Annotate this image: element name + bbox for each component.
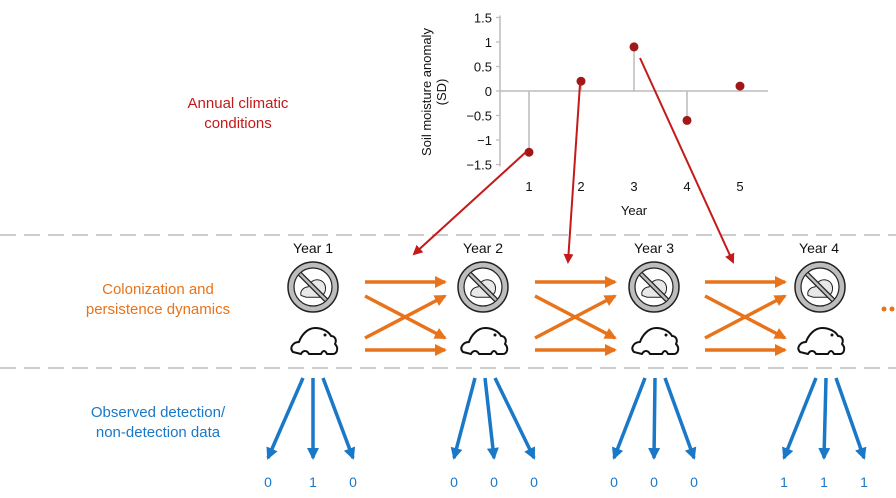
continuation-dots xyxy=(882,307,896,312)
data-point xyxy=(736,82,745,91)
survey-arrow xyxy=(495,378,534,458)
transition-group-2 xyxy=(535,282,615,350)
transition-group-1 xyxy=(365,282,445,350)
detection-value: 1 xyxy=(774,474,794,490)
observed-label: Observed detection/ non-detection data xyxy=(48,403,268,442)
detection-value: 1 xyxy=(814,474,834,490)
year-label-2: Year 2 xyxy=(443,240,523,256)
observation-group-3 xyxy=(614,378,694,458)
year-3-states xyxy=(629,262,679,354)
frog-crossed-out-icon xyxy=(458,262,508,312)
year-2-states xyxy=(458,262,508,354)
year-label-3: Year 3 xyxy=(614,240,694,256)
detection-value: 1 xyxy=(854,474,874,490)
x-tick-label: 1 xyxy=(525,179,532,194)
y-tick-label: −1 xyxy=(477,133,492,148)
detection-value: 0 xyxy=(684,474,704,490)
survey-arrow xyxy=(268,378,303,458)
detection-value: 0 xyxy=(604,474,624,490)
y-tick-label: −0.5 xyxy=(466,109,492,124)
frog-crossed-out-icon xyxy=(288,262,338,312)
y-tick-label: 1.5 xyxy=(474,11,492,26)
frog-crossed-out-icon xyxy=(795,262,845,312)
survey-arrow xyxy=(665,378,694,458)
frog-crossed-out-icon xyxy=(629,262,679,312)
soil-moisture-chart: 1.5 1 0.5 0 −0.5 −1 −1.5 1 2 3 4 5 Year Soil moisture… xyxy=(419,11,768,219)
observation-group-1 xyxy=(268,378,353,458)
year-4-states xyxy=(795,262,845,354)
x-axis-label: Year xyxy=(621,203,648,218)
observation-group-4 xyxy=(784,378,864,458)
data-point xyxy=(577,77,586,86)
survey-arrow xyxy=(454,378,475,458)
climate-label: Annual climatic conditions xyxy=(148,94,328,133)
y-tick-label: 1 xyxy=(485,35,492,50)
frog-icon xyxy=(461,328,507,354)
survey-arrow xyxy=(824,378,826,458)
survey-arrow xyxy=(323,378,353,458)
data-point xyxy=(683,116,692,125)
frog-icon xyxy=(632,328,678,354)
detection-value: 1 xyxy=(303,474,323,490)
detection-value: 0 xyxy=(343,474,363,490)
detection-value: 0 xyxy=(484,474,504,490)
x-tick-label: 2 xyxy=(577,179,584,194)
transition-group-3 xyxy=(705,282,785,350)
dynamics-label: Colonization and persistence dynamics xyxy=(58,280,258,319)
survey-arrow xyxy=(836,378,864,458)
frog-icon xyxy=(291,328,337,354)
year-label-1: Year 1 xyxy=(273,240,353,256)
transition-arrows xyxy=(365,282,785,350)
x-tick-label: 3 xyxy=(630,179,637,194)
y-tick-label: 0.5 xyxy=(474,60,492,75)
y-tick-label: 0 xyxy=(485,84,492,99)
x-tick-label: 5 xyxy=(736,179,743,194)
observation-group-2 xyxy=(454,378,534,458)
data-point xyxy=(630,42,639,51)
survey-arrow xyxy=(614,378,645,458)
climate-link-arrows xyxy=(414,58,733,262)
survey-arrow xyxy=(784,378,816,458)
detection-value: 0 xyxy=(258,474,278,490)
survey-arrow xyxy=(485,378,494,458)
detection-value: 0 xyxy=(444,474,464,490)
year-1-states xyxy=(288,262,338,354)
x-tick-label: 4 xyxy=(683,179,690,194)
climate-arrow-year3 xyxy=(640,58,733,262)
survey-arrow xyxy=(654,378,655,458)
y-tick-label: −1.5 xyxy=(466,158,492,173)
frog-icon xyxy=(798,328,844,354)
year-label-4: Year 4 xyxy=(779,240,859,256)
detection-value: 0 xyxy=(524,474,544,490)
detection-value: 0 xyxy=(644,474,664,490)
observation-arrows xyxy=(268,378,864,458)
y-axis-label: Soil moisture anomaly(SD) xyxy=(419,28,449,156)
